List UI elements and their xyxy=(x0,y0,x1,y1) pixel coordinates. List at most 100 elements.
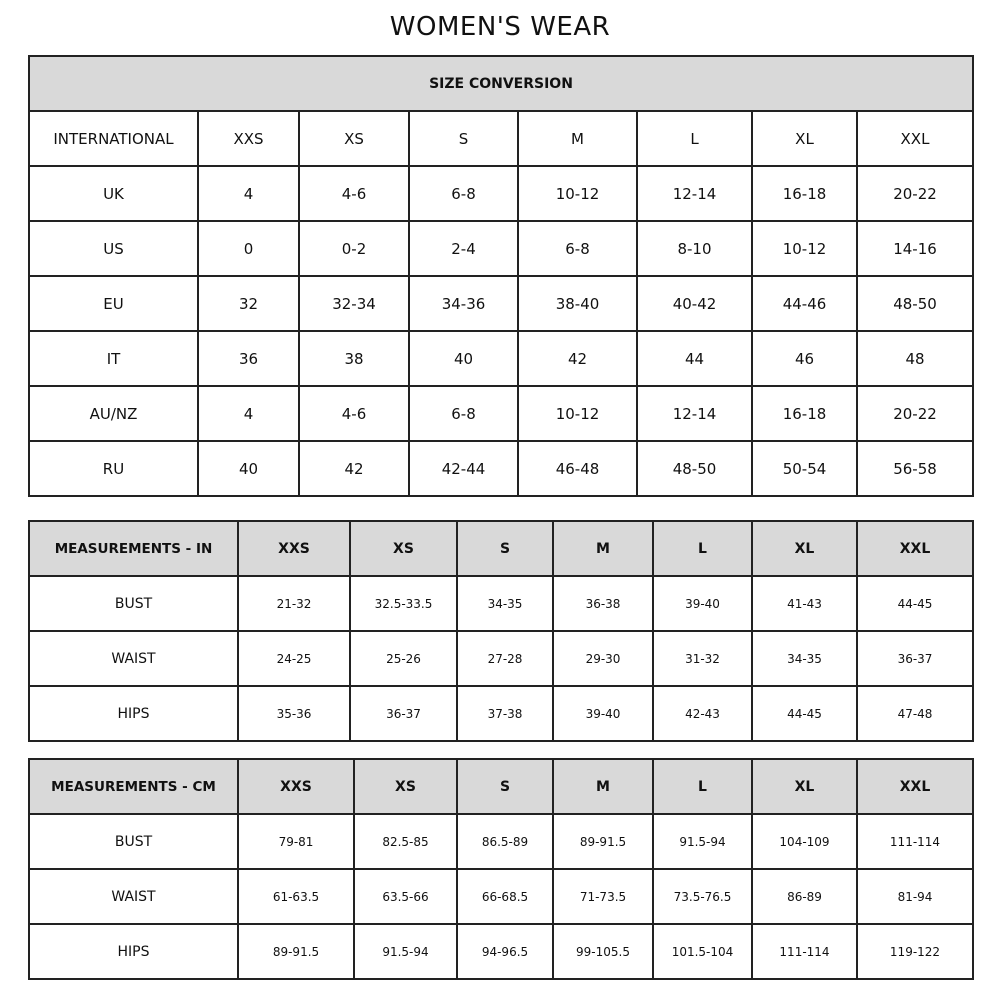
table-cell: 48-50 xyxy=(636,440,753,497)
table-cell: 89-91.5 xyxy=(237,923,355,980)
row-label: EU xyxy=(28,275,199,332)
table-cell: 10-12 xyxy=(751,220,858,277)
column-header: L xyxy=(636,110,753,167)
column-header: M xyxy=(552,758,654,815)
table-cell: 39-40 xyxy=(652,575,753,632)
column-header: MEASUREMENTS - IN xyxy=(28,520,239,577)
row-label: BUST xyxy=(28,575,239,632)
table-cell: 34-36 xyxy=(408,275,519,332)
table-cell: 6-8 xyxy=(408,165,519,222)
table-cell: 40 xyxy=(408,330,519,387)
row-label: HIPS xyxy=(28,685,239,742)
table-cell: 25-26 xyxy=(349,630,458,687)
table-cell: 0-2 xyxy=(298,220,410,277)
column-header: L xyxy=(652,520,753,577)
table-cell: 66-68.5 xyxy=(456,868,554,925)
table-cell: 73.5-76.5 xyxy=(652,868,753,925)
table-cell: 20-22 xyxy=(856,165,974,222)
column-header: XXS xyxy=(197,110,300,167)
measurements-in-header-row: MEASUREMENTS - IN XXS XS S M L XL XXL xyxy=(28,520,974,577)
table-cell: 42 xyxy=(298,440,410,497)
table-cell: 91.5-94 xyxy=(353,923,458,980)
column-header: XL xyxy=(751,110,858,167)
table-cell: 24-25 xyxy=(237,630,351,687)
table-cell: 31-32 xyxy=(652,630,753,687)
table-cell: 94-96.5 xyxy=(456,923,554,980)
table-cell: 36-37 xyxy=(856,630,974,687)
size-conversion-heading: SIZE CONVERSION xyxy=(28,55,974,112)
size-conversion-row: UK 4 4-6 6-8 10-12 12-14 16-18 20-22 xyxy=(28,165,974,222)
table-cell: 86.5-89 xyxy=(456,813,554,870)
measurements-in-table: MEASUREMENTS - IN XXS XS S M L XL XXL BUST 21-32 3… xyxy=(28,520,974,742)
column-header: XL xyxy=(751,520,858,577)
column-header: INTERNATIONAL xyxy=(28,110,199,167)
table-cell: 86-89 xyxy=(751,868,858,925)
table-cell: 27-28 xyxy=(456,630,554,687)
table-cell: 14-16 xyxy=(856,220,974,277)
table-cell: 12-14 xyxy=(636,385,753,442)
table-cell: 12-14 xyxy=(636,165,753,222)
measurements-cm-row: BUST 79-81 82.5-85 86.5-89 89-91.5 91.5-94 104… xyxy=(28,813,974,870)
row-label: HIPS xyxy=(28,923,239,980)
table-cell: 16-18 xyxy=(751,165,858,222)
column-header: S xyxy=(408,110,519,167)
table-cell: 44 xyxy=(636,330,753,387)
column-header: S xyxy=(456,758,554,815)
measurements-cm-table: MEASUREMENTS - CM XXS XS S M L XL XXL BUST 79-81 8… xyxy=(28,758,974,980)
table-cell: 0 xyxy=(197,220,300,277)
table-cell: 36-38 xyxy=(552,575,654,632)
table-cell: 44-46 xyxy=(751,275,858,332)
table-cell: 91.5-94 xyxy=(652,813,753,870)
table-cell: 39-40 xyxy=(552,685,654,742)
measurements-in-row: WAIST 24-25 25-26 27-28 29-30 31-32 34-35 36-37 xyxy=(28,630,974,687)
row-label: AU/NZ xyxy=(28,385,199,442)
page-title: WOMEN'S WEAR xyxy=(389,12,611,42)
table-cell: 46 xyxy=(751,330,858,387)
column-header: XS xyxy=(349,520,458,577)
table-cell: 48 xyxy=(856,330,974,387)
table-cell: 10-12 xyxy=(517,385,638,442)
table-cell: 41-43 xyxy=(751,575,858,632)
row-label: US xyxy=(28,220,199,277)
row-label: WAIST xyxy=(28,630,239,687)
table-cell: 6-8 xyxy=(517,220,638,277)
table-cell: 44-45 xyxy=(856,575,974,632)
column-header: XXL xyxy=(856,110,974,167)
size-conversion-row: EU 32 32-34 34-36 38-40 40-42 44-46 48-50 xyxy=(28,275,974,332)
table-cell: 4-6 xyxy=(298,165,410,222)
measurements-cm-header-row: MEASUREMENTS - CM XXS XS S M L XL XXL xyxy=(28,758,974,815)
table-cell: 79-81 xyxy=(237,813,355,870)
column-header: XXS xyxy=(237,758,355,815)
table-cell: 20-22 xyxy=(856,385,974,442)
table-cell: 4 xyxy=(197,385,300,442)
measurements-in-row: HIPS 35-36 36-37 37-38 39-40 42-43 44-45 47-48 xyxy=(28,685,974,742)
column-header: XL xyxy=(751,758,858,815)
table-cell: 36-37 xyxy=(349,685,458,742)
table-cell: 111-114 xyxy=(751,923,858,980)
column-header: S xyxy=(456,520,554,577)
size-conversion-row: AU/NZ 4 4-6 6-8 10-12 12-14 16-18 20-22 xyxy=(28,385,974,442)
table-cell: 32.5-33.5 xyxy=(349,575,458,632)
table-cell: 48-50 xyxy=(856,275,974,332)
table-cell: 42 xyxy=(517,330,638,387)
table-cell: 32-34 xyxy=(298,275,410,332)
table-cell: 40 xyxy=(197,440,300,497)
table-cell: 104-109 xyxy=(751,813,858,870)
table-cell: 44-45 xyxy=(751,685,858,742)
measurements-cm-row: HIPS 89-91.5 91.5-94 94-96.5 99-105.5 101.5-1… xyxy=(28,923,974,980)
size-conversion-row: US 0 0-2 2-4 6-8 8-10 10-12 14-16 xyxy=(28,220,974,277)
column-header: M xyxy=(552,520,654,577)
table-cell: 111-114 xyxy=(856,813,974,870)
column-header: XXL xyxy=(856,758,974,815)
table-cell: 42-44 xyxy=(408,440,519,497)
table-cell: 38 xyxy=(298,330,410,387)
table-cell: 47-48 xyxy=(856,685,974,742)
column-header: MEASUREMENTS - CM xyxy=(28,758,239,815)
table-cell: 37-38 xyxy=(456,685,554,742)
table-cell: 119-122 xyxy=(856,923,974,980)
table-cell: 16-18 xyxy=(751,385,858,442)
size-conversion-header-row: INTERNATIONAL XXS XS S M L XL XXL xyxy=(28,110,974,167)
row-label: IT xyxy=(28,330,199,387)
table-cell: 8-10 xyxy=(636,220,753,277)
table-cell: 61-63.5 xyxy=(237,868,355,925)
